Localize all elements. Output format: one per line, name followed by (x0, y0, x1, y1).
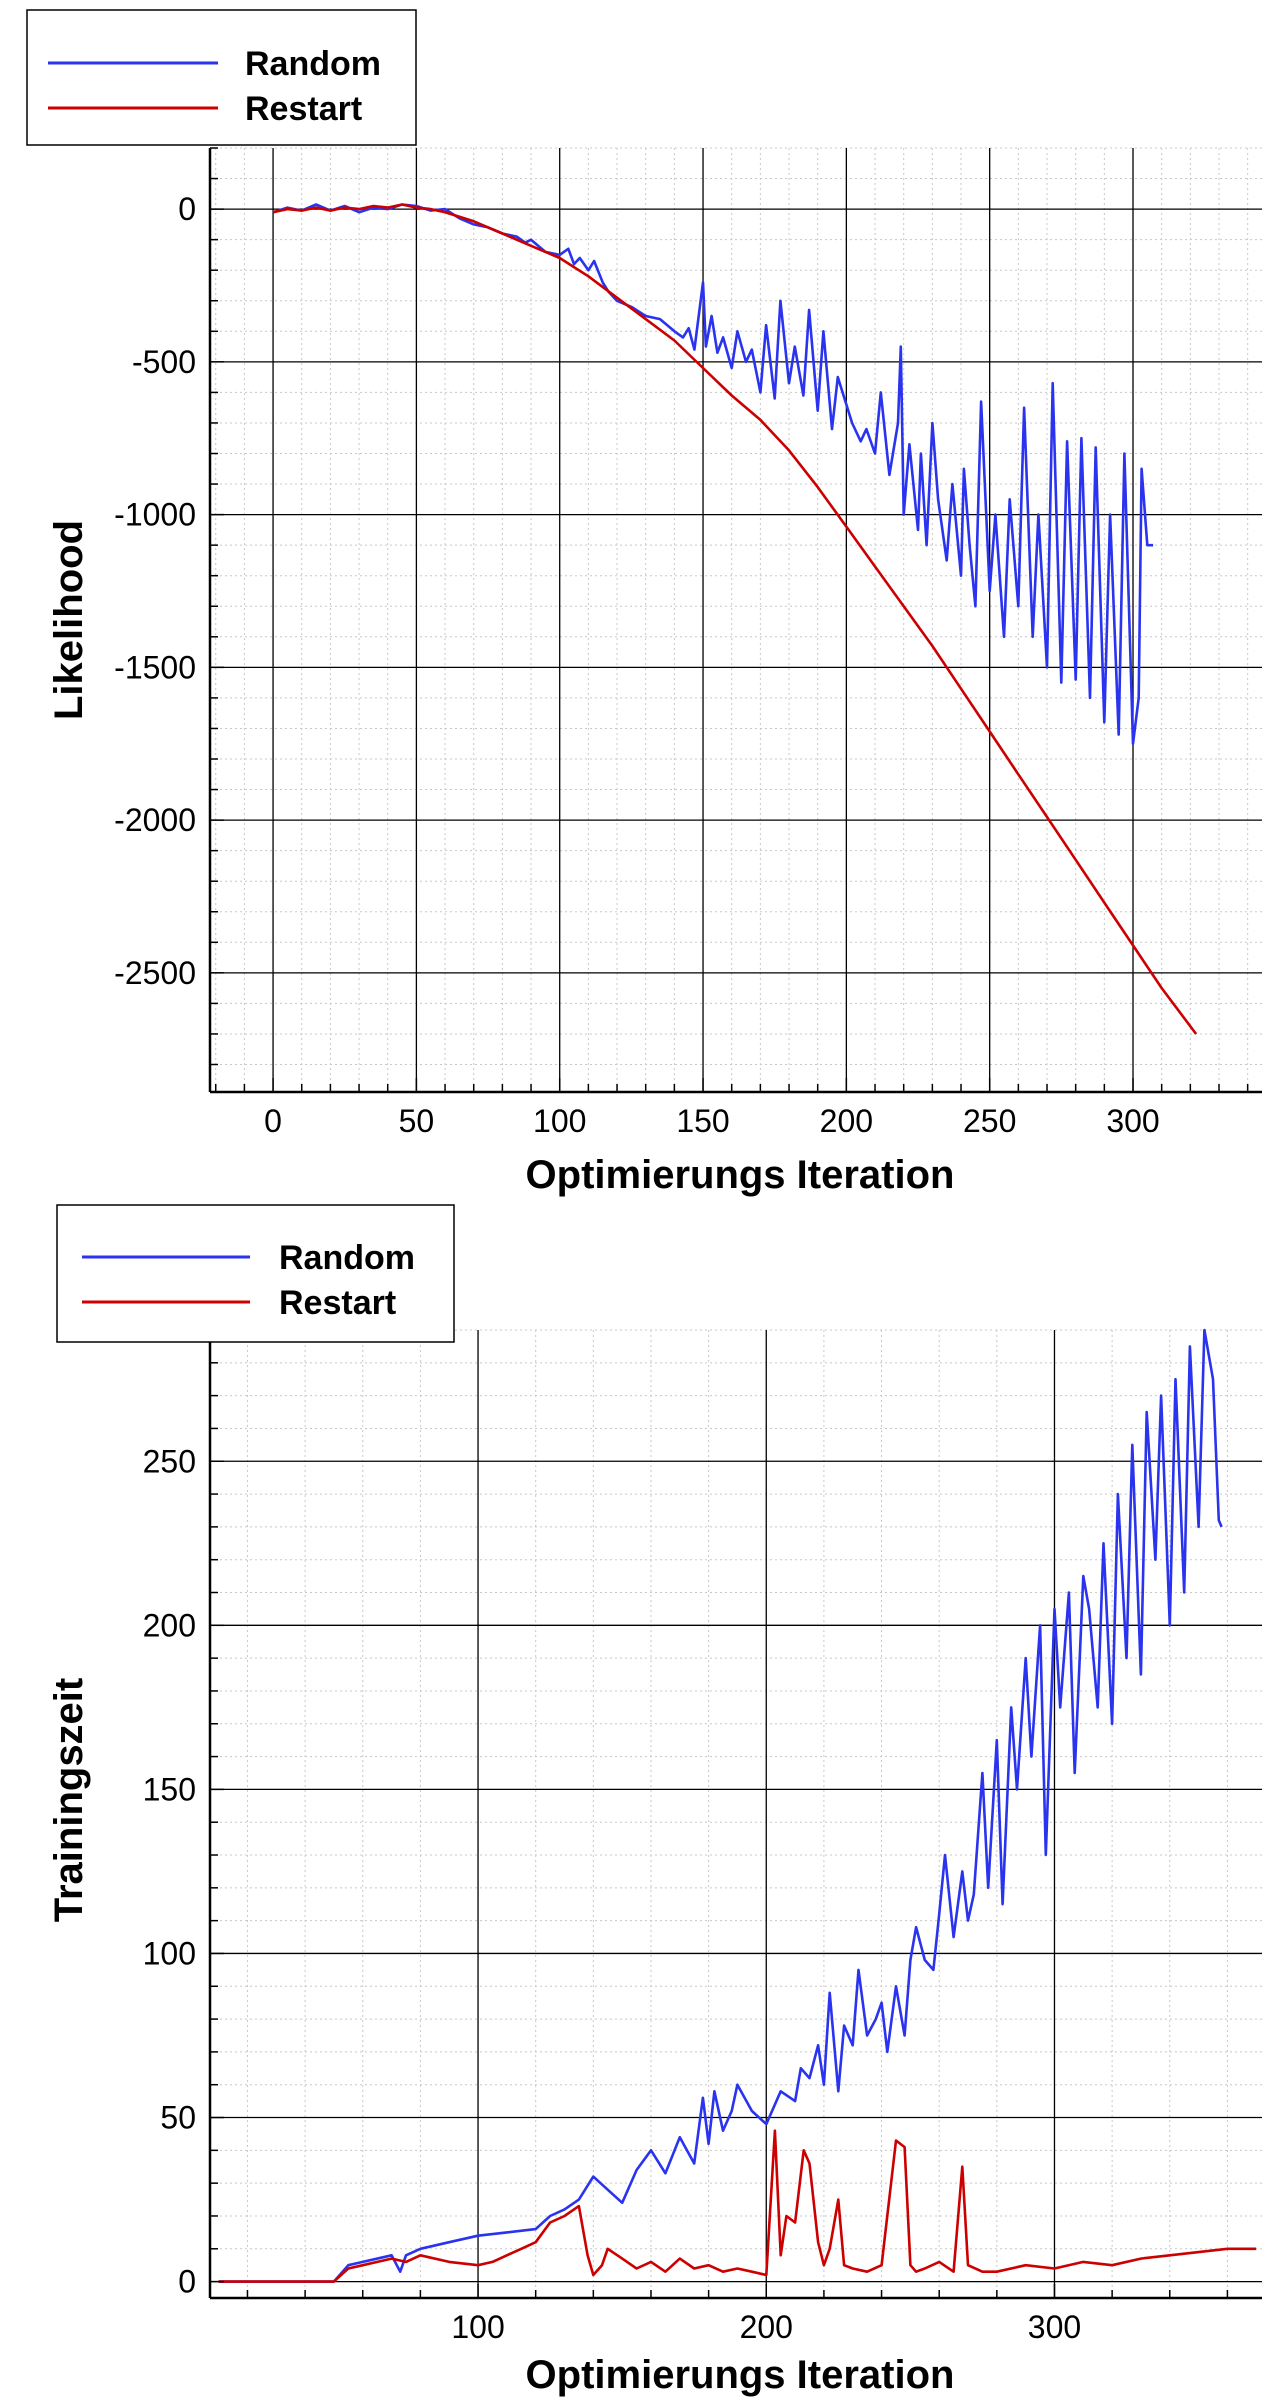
minor-grid (210, 147, 1262, 1092)
tick-labels: 100 200 300 0 50 100 150 200 250 (143, 1443, 1082, 2345)
y-tick-label: -500 (132, 344, 196, 380)
series-line-restart (272, 203, 1198, 1035)
legend-label-random: Random (245, 45, 381, 83)
x-tick-label: 0 (264, 1103, 282, 1139)
x-tick-label: 100 (533, 1103, 586, 1139)
y-tick-label: -1500 (114, 649, 196, 685)
series-line-random (272, 203, 1154, 746)
y-tick-label: 0 (178, 191, 196, 227)
legend: Random Restart (56, 1204, 455, 1343)
y-axis-title: Trainingszeit (47, 1678, 91, 1923)
y-tick-label: 50 (160, 2100, 196, 2136)
axes (208, 1329, 1262, 2300)
y-tick-label: -2000 (114, 802, 196, 838)
legend: Random Restart (26, 9, 417, 146)
x-tick-label: 300 (1028, 2309, 1081, 2345)
legend-label-restart: Restart (279, 1284, 396, 1322)
likelihood-chart: 0 50 100 150 200 250 300 0 -500 -1000 -1500 -2000 -2… (26, 9, 1262, 1197)
x-axis-title: Optimierungs Iteration (526, 2353, 955, 2397)
y-tick-label: 0 (178, 2264, 196, 2300)
x-tick-label: 100 (451, 2309, 504, 2345)
minor-grid (210, 1329, 1262, 2298)
x-tick-label: 250 (963, 1103, 1016, 1139)
x-tick-label: 200 (820, 1103, 873, 1139)
x-tick-label: 200 (740, 2309, 793, 2345)
y-tick-label: -1000 (114, 497, 196, 533)
y-tick-label: 250 (143, 1443, 196, 1479)
y-tick-label: 200 (143, 1607, 196, 1643)
axes (208, 147, 1262, 1094)
x-tick-label: 50 (399, 1103, 435, 1139)
y-axis-title: Likelihood (47, 520, 91, 720)
legend-box (56, 1204, 455, 1343)
series-layer (218, 1328, 1257, 2283)
series-line-restart (218, 2129, 1257, 2283)
y-tick-label: 150 (143, 1771, 196, 1807)
legend-label-random: Random (279, 1239, 415, 1277)
series-line-random (218, 1328, 1223, 2283)
tick-labels: 0 50 100 150 200 250 300 0 -500 -1000 -1500 -2000 -2… (114, 191, 1160, 1139)
legend-label-restart: Restart (245, 90, 362, 128)
series-layer (272, 203, 1198, 1035)
trainingszeit-chart: 100 200 300 0 50 100 150 200 250 Optimierungs It… (47, 1204, 1262, 2397)
x-tick-label: 150 (676, 1103, 729, 1139)
x-axis-title: Optimierungs Iteration (526, 1153, 955, 1197)
y-tick-label: -2500 (114, 955, 196, 991)
legend-box (26, 9, 417, 146)
major-grid (210, 1330, 1262, 2298)
x-tick-label: 300 (1106, 1103, 1159, 1139)
y-tick-label: 100 (143, 1935, 196, 1971)
